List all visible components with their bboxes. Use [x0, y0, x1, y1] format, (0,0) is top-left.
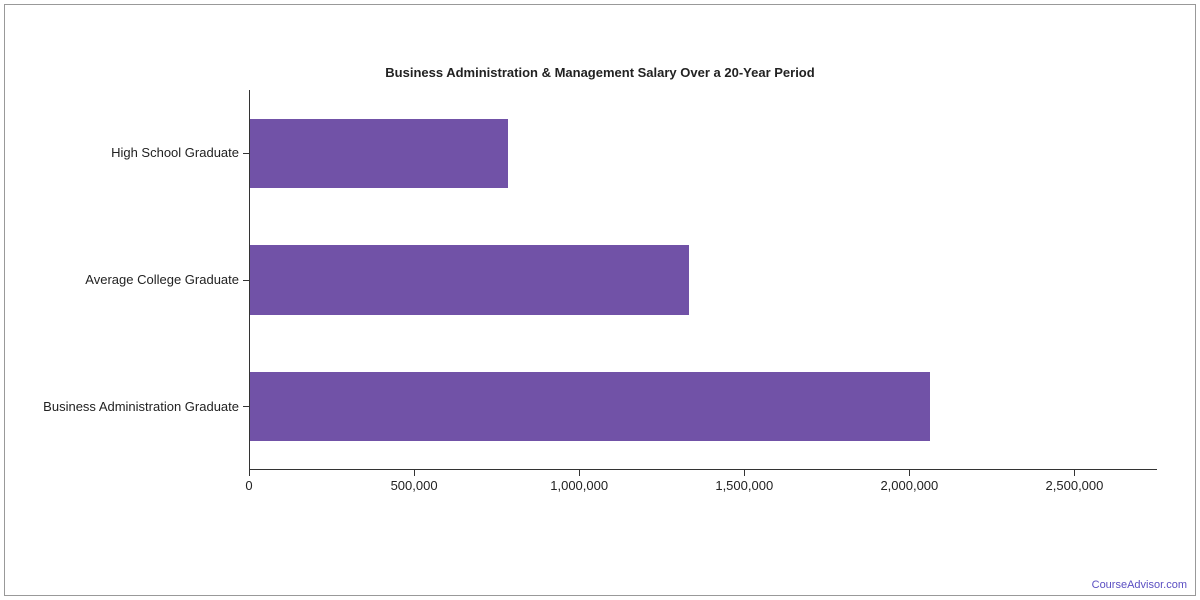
attribution-link[interactable]: CourseAdvisor.com [1092, 579, 1187, 591]
bar [250, 119, 508, 189]
x-axis-line [249, 469, 1157, 470]
x-tick-label: 1,500,000 [715, 478, 773, 493]
x-tick-label: 0 [245, 478, 252, 493]
y-tick [243, 406, 249, 407]
x-tick [249, 470, 250, 476]
y-tick [243, 280, 249, 281]
x-tick-label: 1,000,000 [550, 478, 608, 493]
y-tick [243, 153, 249, 154]
x-tick-label: 2,000,000 [880, 478, 938, 493]
x-tick [414, 470, 415, 476]
bar [250, 372, 930, 442]
x-tick [909, 470, 910, 476]
x-tick [579, 470, 580, 476]
plot-area: High School GraduateAverage College Grad… [249, 90, 1157, 470]
y-category-label: Business Administration Graduate [43, 399, 239, 414]
chart-frame: Business Administration & Management Sal… [4, 4, 1196, 596]
chart-title: Business Administration & Management Sal… [5, 65, 1195, 80]
y-category-label: Average College Graduate [85, 272, 239, 287]
x-tick [1074, 470, 1075, 476]
x-tick [744, 470, 745, 476]
bar [250, 245, 689, 315]
y-category-label: High School Graduate [111, 145, 239, 160]
x-tick-label: 2,500,000 [1046, 478, 1104, 493]
x-tick-label: 500,000 [391, 478, 438, 493]
